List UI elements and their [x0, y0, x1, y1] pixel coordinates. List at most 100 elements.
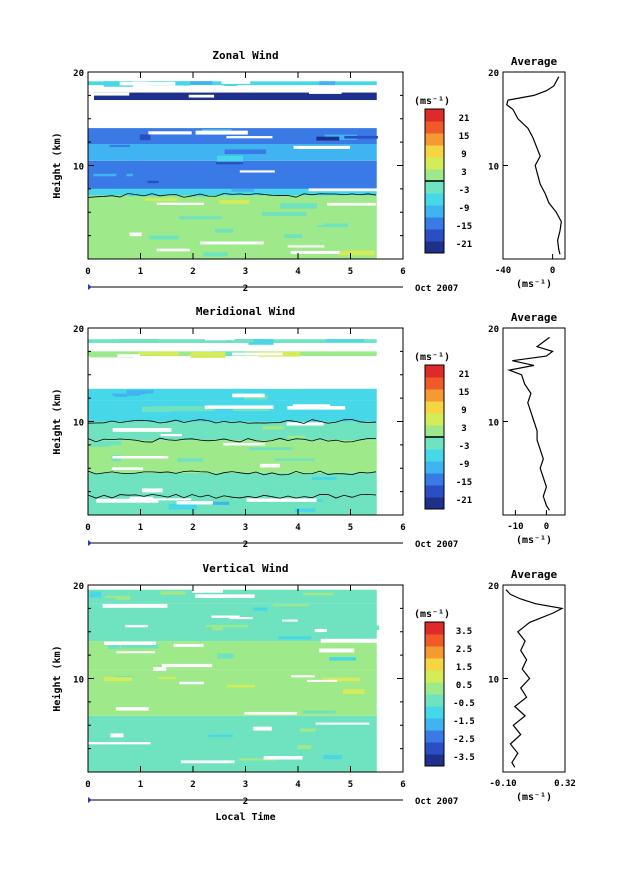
x-axis-label: Local Time	[215, 811, 275, 823]
colorbar-unit: (ms⁻¹)	[414, 609, 450, 620]
average-y-tick-label: 10	[488, 419, 499, 429]
field-patch	[216, 489, 228, 495]
field-patch	[251, 389, 281, 393]
field-patch	[237, 645, 280, 650]
average-x-tick-label: 0.32	[554, 779, 576, 789]
colorbar-segment	[425, 742, 444, 755]
data-gap	[293, 346, 310, 350]
field-patch	[112, 393, 141, 396]
field-patch	[194, 630, 236, 634]
data-gap	[270, 117, 312, 120]
field-patch	[103, 677, 133, 682]
colorbar-segment	[425, 670, 444, 683]
field-patch	[116, 596, 131, 600]
colorbar-segment	[425, 425, 444, 438]
y-tick-label: 10	[73, 163, 84, 173]
field-patch	[140, 709, 177, 715]
field-patch	[248, 339, 274, 345]
data-gap	[133, 498, 192, 501]
field-patch	[160, 591, 186, 595]
average-x-tick-label: -40	[495, 266, 511, 276]
field-patch	[161, 241, 175, 246]
colorbar-unit: (ms⁻¹)	[414, 352, 450, 363]
colorbar-segment	[425, 133, 444, 146]
data-gap	[88, 92, 130, 96]
data-gap	[235, 380, 248, 383]
data-gap	[179, 681, 204, 685]
field-patch	[344, 135, 378, 139]
y-axis-label: Height (km)	[51, 388, 63, 454]
colorbar-segment	[425, 449, 444, 462]
x-tick-label: 4	[295, 523, 301, 533]
date-axis-arrow	[88, 284, 92, 290]
date-axis-arrow	[88, 540, 92, 546]
colorbar-tick-label: 0.5	[456, 681, 472, 691]
field-patch	[111, 198, 146, 203]
colorbar-unit: (ms⁻¹)	[414, 96, 450, 107]
field-patch	[290, 482, 316, 487]
x-tick-label: 0	[85, 780, 90, 790]
field-patch	[302, 694, 333, 697]
field-patch	[105, 595, 131, 598]
x-tick-label: 6	[400, 267, 405, 277]
field-patch	[122, 339, 133, 342]
field-patch	[300, 728, 316, 732]
data-gap	[110, 733, 124, 738]
zero-contour	[87, 419, 377, 424]
data-gap	[173, 643, 204, 647]
field-patch	[249, 447, 293, 451]
data-gap	[119, 81, 176, 86]
date-label: Oct 2007	[415, 540, 458, 550]
average-y-tick-label: 20	[488, 582, 499, 592]
colorbar-segment	[425, 157, 444, 170]
x-tick-label: 6	[400, 523, 405, 533]
field-band	[94, 92, 377, 101]
average-profile-line	[505, 589, 564, 768]
data-gap	[141, 488, 163, 493]
data-gap	[204, 336, 235, 341]
field-patch	[319, 767, 331, 773]
field-patch	[231, 339, 254, 343]
field-patch	[147, 180, 159, 184]
data-gap	[102, 603, 168, 608]
colorbar-segment	[425, 730, 444, 743]
x-tick-label: 6	[400, 780, 405, 790]
data-gap	[259, 463, 280, 468]
average-x-tick-label: -10	[507, 522, 523, 532]
colorbar-frame	[424, 621, 445, 767]
x-tick-label: 4	[295, 780, 301, 790]
colorbar-tick-label: -21	[456, 240, 472, 250]
field-patch	[148, 235, 179, 240]
colorbar-segment	[425, 229, 444, 242]
panel-title: Zonal Wind	[212, 49, 278, 62]
field-patch	[208, 723, 223, 727]
colorbar-segment	[425, 658, 444, 671]
field-patch	[261, 486, 289, 490]
field-patch	[114, 652, 159, 657]
field-patch	[180, 166, 218, 169]
wind-field	[88, 589, 391, 773]
data-gap	[160, 433, 182, 437]
field-patch	[281, 729, 318, 736]
colorbar-segment	[425, 217, 444, 230]
colorbar-tick-label: 3.5	[456, 627, 472, 637]
field-patch	[214, 228, 234, 233]
y-axis-label: Height (km)	[51, 645, 63, 711]
y-axis-label: Height (km)	[51, 132, 63, 198]
data-gap	[308, 188, 378, 192]
data-gap	[88, 741, 151, 745]
x-tick-label: 2	[190, 780, 195, 790]
field-patch	[295, 615, 332, 619]
colorbar-tick-label: -9	[459, 204, 470, 214]
y-tick-label: 10	[73, 676, 84, 686]
data-gap	[223, 442, 265, 446]
colorbar-segment	[425, 145, 444, 158]
colorbar-segment	[425, 413, 444, 426]
panel-title: Vertical Wind	[202, 562, 288, 575]
colorbar-segment	[425, 169, 444, 182]
colorbar-tick-label: 21	[459, 114, 470, 124]
date-label: Oct 2007	[415, 284, 458, 294]
colorbar-segment	[425, 706, 444, 719]
colorbar-segment	[425, 401, 444, 414]
field-patch	[122, 440, 164, 446]
